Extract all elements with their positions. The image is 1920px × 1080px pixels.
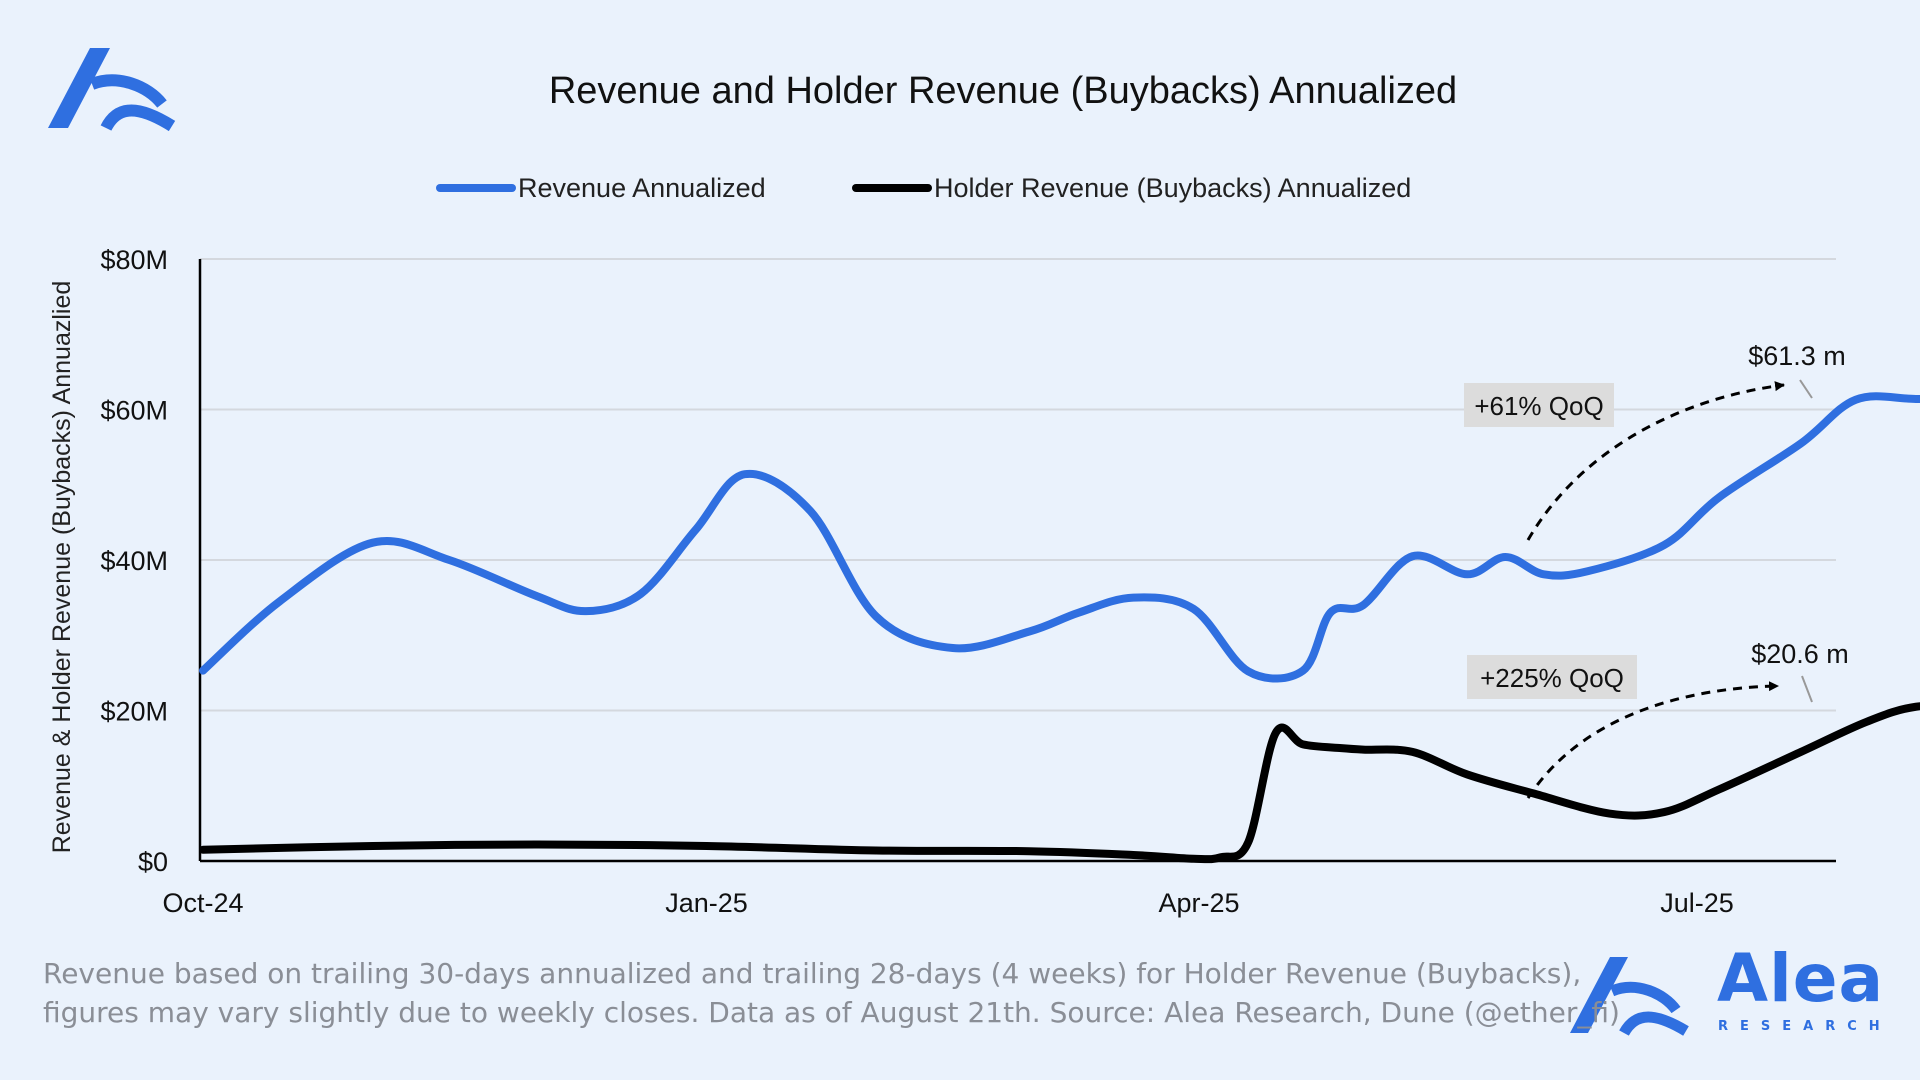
footnote-line-1: Revenue based on trailing 30-days annual…: [43, 957, 1582, 990]
y-tick-label: $60M: [100, 396, 168, 426]
alea-logo-icon: [48, 48, 176, 132]
series-lines: [199, 392, 1920, 864]
annotation-revenue: +61% QoQ $61.3 m: [1464, 341, 1846, 541]
footnote: Revenue based on trailing 30-days annual…: [43, 954, 1620, 1032]
gridlines: [200, 258, 1836, 712]
y-tick-label: $0: [138, 847, 168, 877]
alea-research-logo-icon: [1570, 957, 1689, 1036]
annotation-holder: +225% QoQ $20.6 m: [1467, 639, 1849, 799]
annotation-arrow-holder: [1526, 681, 1779, 799]
annotation-box-holder: [1467, 655, 1637, 699]
annotation-arrow-revenue: [1526, 381, 1785, 541]
x-tick-label: Jan-25: [665, 888, 748, 918]
x-tick-label: Jul-25: [1660, 888, 1734, 918]
annotation-value-holder: $20.6 m: [1751, 639, 1849, 669]
y-tick-label: $80M: [100, 245, 168, 275]
x-axis-ticks: Oct-24 Jan-25 Apr-25 Jul-25: [162, 888, 1733, 918]
brand-subtitle: RESEARCH: [1718, 1019, 1892, 1034]
x-tick-label: Oct-24: [162, 888, 243, 918]
annotation-label-holder: +225% QoQ: [1480, 663, 1624, 693]
revenue-line: [199, 392, 1920, 683]
legend-label-holder: Holder Revenue (Buybacks) Annualized: [934, 173, 1411, 203]
y-axis-label: Revenue & Holder Revenue (Buybacks) Annu…: [48, 281, 76, 854]
x-tick-label: Apr-25: [1158, 888, 1239, 918]
footnote-line-2: figures may vary slightly due to weekly …: [43, 996, 1620, 1029]
y-tick-label: $20M: [100, 697, 168, 727]
annotation-value-revenue: $61.3 m: [1748, 341, 1846, 371]
chart-title: Revenue and Holder Revenue (Buybacks) An…: [549, 70, 1457, 112]
y-tick-label: $40M: [100, 546, 168, 576]
legend: Revenue Annualized Holder Revenue (Buyba…: [436, 173, 1411, 203]
holder-revenue-line: [199, 702, 1920, 864]
y-axis-ticks: $0 $20M $40M $60M $80M: [100, 245, 168, 877]
annotation-box-revenue: [1464, 383, 1614, 427]
brand-name: Alea: [1717, 940, 1885, 1017]
annotation-label-revenue: +61% QoQ: [1474, 391, 1603, 421]
legend-label-revenue: Revenue Annualized: [518, 173, 766, 203]
